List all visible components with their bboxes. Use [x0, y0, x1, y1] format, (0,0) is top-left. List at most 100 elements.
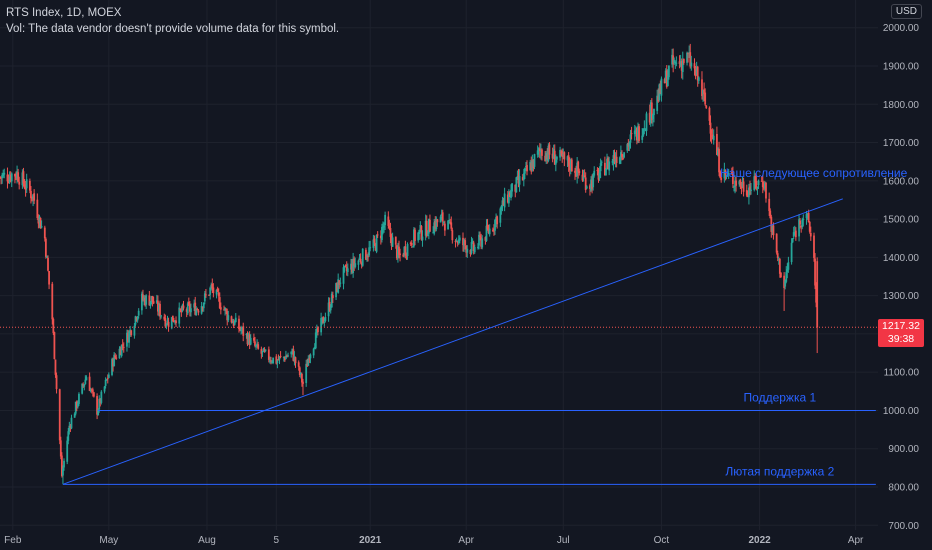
candle-body [753, 176, 756, 190]
candle-body [122, 346, 125, 348]
candle-body [761, 182, 764, 188]
candle-body [603, 162, 606, 176]
candle [320, 312, 323, 336]
support-line-label[interactable]: Лютая поддержка 2 [725, 464, 834, 478]
candle [331, 291, 334, 303]
candle-body [479, 235, 481, 238]
candle [197, 309, 200, 316]
candle-body [466, 248, 469, 253]
candle-body [569, 159, 572, 172]
candle [666, 69, 669, 87]
candle [695, 61, 698, 76]
candle-body [791, 238, 794, 243]
candle-body [687, 52, 690, 54]
symbol-title[interactable]: RTS Index, 1D, MOEX [6, 7, 122, 19]
candle-body [590, 179, 592, 191]
price-tick-label: 2000.00 [883, 23, 920, 34]
candle [272, 357, 275, 365]
candle [658, 83, 661, 102]
candle-body [351, 264, 353, 273]
candle-body [485, 225, 488, 241]
candle-body [487, 228, 490, 233]
candle-body [374, 243, 377, 251]
candle-body [134, 316, 137, 325]
candle [771, 224, 774, 236]
candle-body [51, 283, 54, 320]
candle [328, 297, 331, 312]
candle [516, 170, 519, 181]
candle [541, 148, 543, 161]
candle [203, 290, 206, 305]
candle [368, 241, 371, 258]
candle-body [186, 303, 189, 314]
trendline[interactable] [62, 198, 843, 485]
candle [262, 347, 265, 352]
candle [172, 317, 175, 323]
candle [769, 208, 772, 219]
candle-body [197, 310, 200, 313]
candle [418, 229, 421, 240]
candle-body [605, 168, 607, 176]
time-axis[interactable]: Feb May Aug 5 2021 Apr Jul Oct 2022 Apr [4, 535, 864, 546]
candle-body [381, 227, 383, 240]
candle [242, 322, 245, 342]
candle-body [770, 216, 773, 232]
candle-body [562, 153, 565, 156]
candle [778, 258, 781, 278]
candle-body [427, 218, 430, 234]
candle [656, 89, 659, 115]
candle-body [727, 173, 730, 175]
candle-body [644, 129, 647, 131]
candle [414, 227, 416, 246]
resistance-annotation[interactable]: Наше следующее сопротивление [720, 166, 908, 180]
candle-body [757, 180, 760, 186]
candle-body [10, 173, 13, 182]
candle [405, 252, 408, 260]
candle-body [708, 107, 711, 121]
candle-body [219, 307, 222, 310]
drawings-layer[interactable]: Поддержка 1 Лютая поддержка 2 Наше следующ… [62, 166, 908, 485]
candle-body [530, 163, 533, 172]
candle [776, 250, 779, 262]
candle [96, 393, 98, 420]
candle [293, 351, 296, 366]
currency-badge[interactable]: USD [890, 4, 922, 19]
candle-body [322, 316, 325, 324]
candle-body [436, 219, 439, 223]
candle [313, 343, 316, 350]
candle-body [16, 171, 18, 179]
candle-body [724, 170, 727, 175]
candle [457, 235, 460, 245]
candle [577, 160, 580, 179]
candle-body [395, 245, 398, 259]
candle-body [633, 130, 636, 135]
candle [166, 315, 169, 326]
candle-body [808, 221, 811, 232]
candle-body [293, 356, 296, 361]
candle [570, 157, 573, 172]
candle [794, 227, 797, 241]
candle [717, 147, 719, 157]
candle [369, 240, 372, 252]
candle-body [171, 315, 174, 322]
candle [70, 414, 73, 430]
candle [73, 412, 76, 418]
candle [193, 299, 196, 312]
candle [608, 156, 611, 176]
candle-body [514, 184, 517, 192]
candle [605, 167, 607, 176]
candle-body [0, 177, 2, 179]
candle [436, 218, 439, 227]
candle-body [741, 182, 744, 187]
candle [690, 55, 693, 71]
candle [678, 55, 681, 69]
candle [167, 317, 170, 332]
price-axis[interactable]: 700.00800.00900.001000.001100.001200.001… [883, 23, 920, 532]
candle-body [404, 246, 407, 256]
candle-body [417, 232, 420, 241]
candle-body [24, 187, 27, 190]
candle-body [31, 196, 33, 199]
support-line-label[interactable]: Поддержка 1 [744, 390, 817, 404]
candle-body [179, 308, 182, 311]
